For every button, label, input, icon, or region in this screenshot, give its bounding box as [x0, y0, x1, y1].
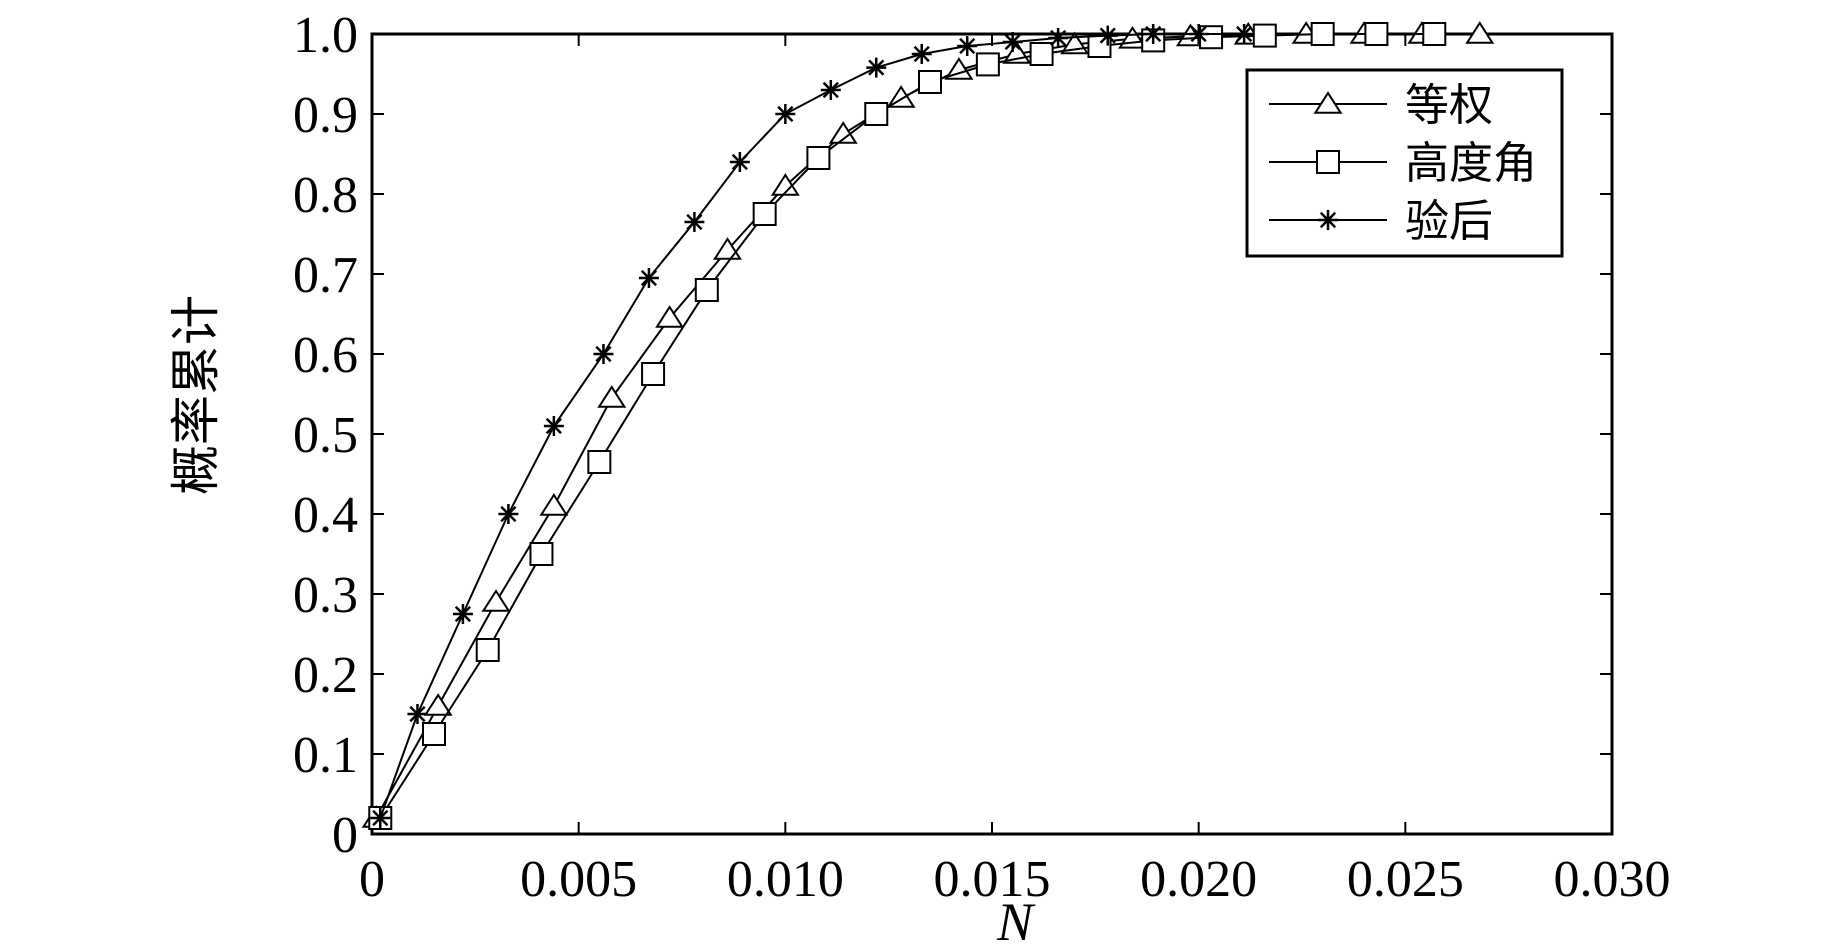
series-3 [370, 24, 1255, 828]
data-point [911, 44, 932, 64]
x-tick-label: 0 [359, 851, 385, 908]
data-point [423, 693, 453, 716]
x-tick-label: 0.025 [1347, 851, 1464, 908]
legend-marker [1318, 210, 1338, 230]
data-point [481, 589, 511, 612]
data-point [407, 704, 428, 724]
data-point [806, 146, 831, 170]
data-point [1364, 22, 1389, 46]
y-tick-label: 0.4 [293, 487, 358, 544]
data-point [498, 504, 519, 524]
data-point [775, 104, 796, 124]
data-point [1465, 21, 1495, 44]
data-point [866, 57, 887, 78]
data-point [1199, 25, 1224, 50]
data-point [684, 212, 705, 232]
x-tick-label: 0.020 [1140, 851, 1257, 908]
legend-label: 高度角 [1405, 138, 1537, 189]
data-point [1188, 24, 1209, 44]
y-axis-label: 概率累计 [167, 295, 225, 495]
data-point [712, 237, 742, 260]
data-point [1002, 32, 1023, 52]
data-point [593, 344, 614, 364]
data-point [1097, 25, 1118, 46]
legend-marker [1316, 150, 1340, 174]
data-point [422, 722, 446, 746]
x-tick-label: 0.005 [520, 851, 637, 908]
legend-marker [1313, 91, 1343, 114]
legend-label: 等权 [1405, 80, 1493, 131]
data-point [1252, 23, 1277, 48]
data-point [1143, 24, 1164, 44]
x-axis-label: N [996, 892, 1036, 947]
data-point [543, 416, 564, 436]
data-point [655, 305, 685, 328]
data-point [752, 202, 777, 226]
x-tick-label: 0.015 [934, 851, 1051, 908]
legend-entry: 等权 [1269, 80, 1493, 131]
data-point [1422, 22, 1447, 46]
data-point [864, 102, 889, 126]
data-point [597, 385, 627, 408]
data-point [918, 70, 942, 94]
y-tick-label: 0.5 [293, 407, 358, 464]
y-tick-label: 0.7 [293, 247, 358, 304]
x-tick-label: 0.010 [727, 851, 844, 908]
data-point [944, 57, 974, 80]
legend-label: 验后 [1405, 196, 1493, 247]
y-tick-label: 0.6 [293, 327, 358, 384]
data-point [452, 604, 473, 624]
y-tick-label: 0.8 [293, 167, 358, 224]
data-point [1048, 28, 1069, 48]
x-tick-label: 0.030 [1554, 851, 1671, 908]
y-tick-label: 0.9 [293, 87, 358, 144]
data-point [641, 362, 666, 386]
data-point [729, 152, 750, 172]
data-point [529, 542, 554, 566]
legend-entry: 高度角 [1269, 138, 1537, 189]
y-tick-label: 0.3 [293, 567, 358, 624]
data-point [1310, 22, 1335, 46]
data-point [975, 52, 1000, 77]
y-tick-label: 1.0 [293, 7, 358, 64]
data-point [638, 268, 659, 288]
data-point [694, 278, 719, 302]
data-point [828, 121, 858, 144]
data-point [475, 638, 500, 662]
y-tick-label: 0.1 [293, 727, 358, 784]
data-point [587, 450, 612, 474]
legend-entry: 验后 [1269, 196, 1493, 247]
data-point [539, 493, 569, 516]
y-tick-label: 0 [332, 807, 358, 864]
data-point [820, 80, 841, 100]
data-point [1234, 24, 1255, 44]
data-point [1029, 42, 1054, 66]
data-point [957, 36, 978, 56]
data-point [370, 808, 391, 828]
y-tick-label: 0.2 [293, 647, 358, 704]
